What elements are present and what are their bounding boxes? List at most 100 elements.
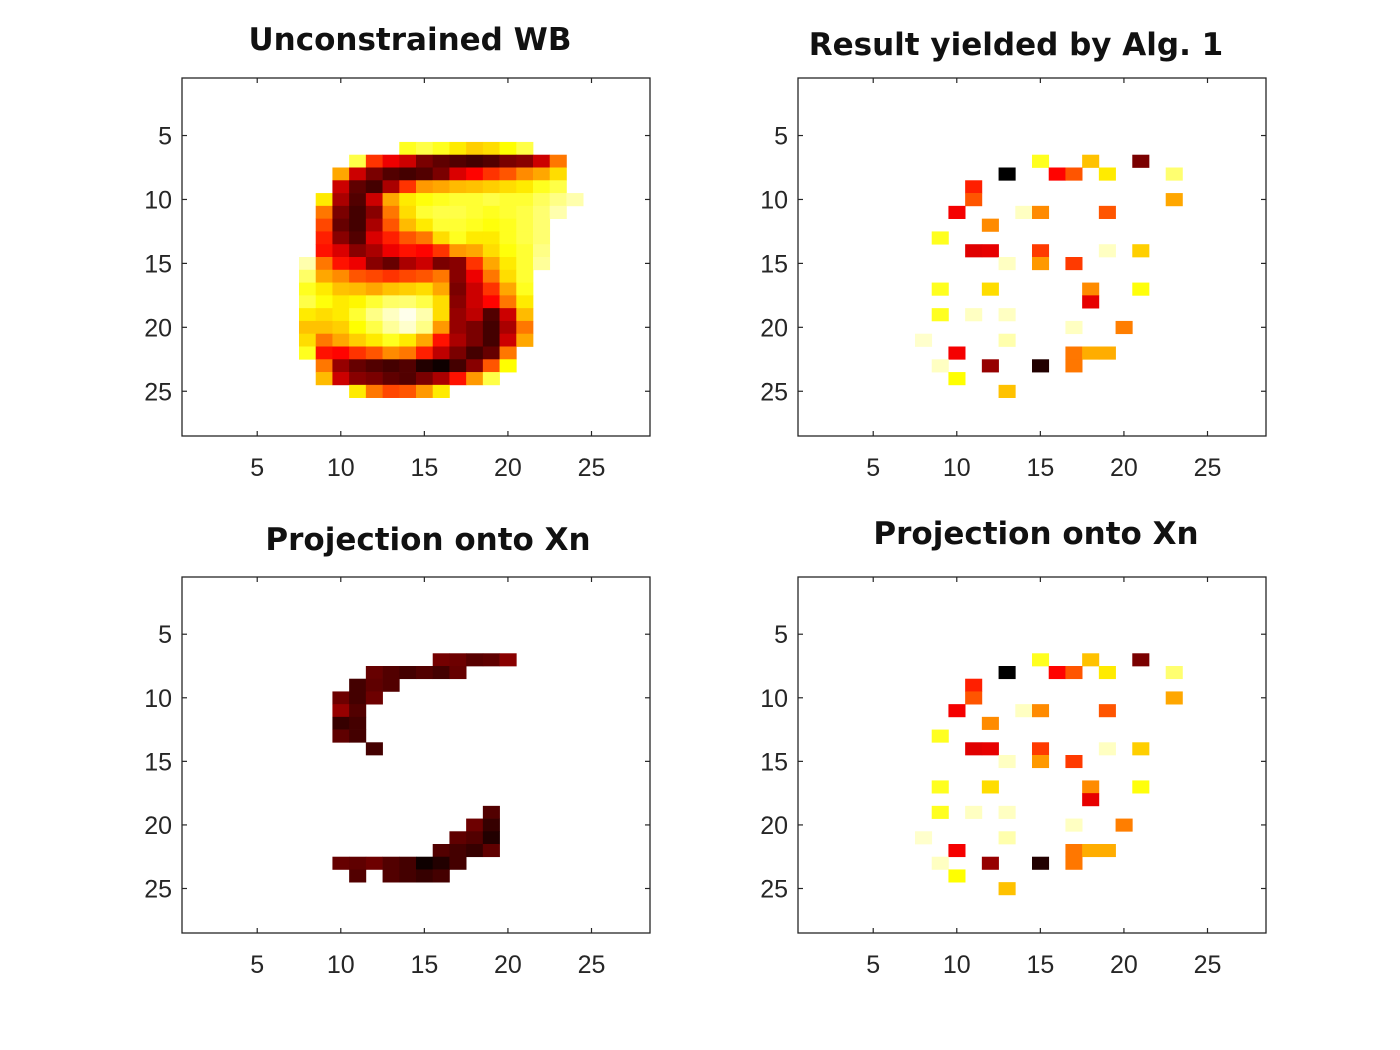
- heatmap-cell: [399, 282, 417, 296]
- heatmap-cell: [449, 320, 467, 335]
- heatmap-cell: [365, 282, 383, 296]
- heatmap-cell: [449, 180, 467, 194]
- y-tick-label: 5: [774, 123, 788, 151]
- heatmap-cell: [349, 691, 367, 705]
- heatmap-cell: [365, 308, 383, 322]
- heatmap-cell: [332, 205, 350, 219]
- heatmap-cell: [499, 282, 517, 296]
- x-tick-label: 20: [1110, 951, 1138, 979]
- heatmap-cell: [1048, 167, 1066, 181]
- heatmap-cell: [332, 320, 350, 335]
- heatmap-cell: [965, 805, 983, 819]
- heatmap-cell: [482, 154, 500, 168]
- heatmap-cell: [416, 282, 434, 296]
- heatmap-cell: [1098, 742, 1116, 756]
- axes-frame: [797, 77, 1267, 437]
- heatmap-cell: [1032, 244, 1050, 258]
- heatmap-cell: [981, 244, 999, 258]
- heatmap-cell: [332, 244, 350, 258]
- heatmap-cell: [416, 359, 434, 373]
- heatmap-cell: [466, 295, 484, 309]
- heatmap-cell: [399, 346, 417, 360]
- heatmap-cell: [432, 653, 450, 667]
- heatmap-cell: [432, 666, 450, 680]
- x-tick-label: 25: [578, 454, 606, 482]
- heatmap-cell: [349, 205, 367, 219]
- heatmap-cell: [315, 193, 333, 207]
- heatmap-cell: [948, 205, 966, 219]
- heatmap-cell: [482, 282, 500, 296]
- heatmap-cell: [432, 856, 450, 870]
- heatmap-cell: [449, 359, 467, 373]
- heatmap-cell: [315, 231, 333, 245]
- heatmap-cell: [349, 346, 367, 360]
- heatmap-cell: [499, 218, 517, 232]
- heatmap-cell: [466, 844, 484, 858]
- y-tick-label: 5: [158, 621, 172, 649]
- heatmap-cell: [998, 167, 1016, 181]
- heatmap-cell: [299, 295, 317, 309]
- heatmap-cell: [399, 308, 417, 322]
- y-tick-label: 10: [144, 186, 172, 214]
- heatmap-cell: [449, 205, 467, 219]
- heatmap-cell: [332, 691, 350, 705]
- heatmap-cell: [1065, 755, 1083, 769]
- heatmap-cell: [965, 678, 983, 692]
- heatmap-cell: [482, 141, 500, 156]
- heatmap-cell: [499, 320, 517, 335]
- heatmap-cell: [365, 678, 383, 692]
- heatmap-cell: [315, 372, 333, 386]
- y-tick-label: 15: [144, 748, 172, 776]
- heatmap-cell: [466, 167, 484, 181]
- heatmap-cell: [365, 856, 383, 870]
- y-tick-label: 20: [760, 812, 788, 840]
- heatmap-cell: [516, 244, 534, 258]
- heatmap-cell: [382, 346, 400, 360]
- heatmap-cell: [533, 180, 551, 194]
- heatmap-cell: [1082, 346, 1100, 360]
- heatmap-cell: [399, 384, 417, 398]
- subplot-unconstrained-wb: 5 10 15 20 25 5 10 15 20 25: [144, 77, 651, 482]
- heatmap-cell: [1032, 205, 1050, 219]
- heatmap-cell: [1065, 666, 1083, 680]
- heatmap-cell: [931, 308, 949, 322]
- heatmap-cell: [382, 244, 400, 258]
- heatmap-cell: [432, 154, 450, 168]
- heatmap-cell: [399, 244, 417, 258]
- heatmap-cell: [965, 742, 983, 756]
- heatmap-cell: [416, 244, 434, 258]
- heatmap-cell: [466, 180, 484, 194]
- axes-frame: [181, 576, 651, 934]
- heatmap-cell: [315, 295, 333, 309]
- y-tick-label: 25: [144, 876, 172, 904]
- heatmap-cell: [416, 384, 434, 398]
- heatmap-cell: [332, 295, 350, 309]
- heatmap-cell: [1015, 205, 1033, 219]
- heatmap-cell: [1032, 856, 1050, 870]
- heatmap-cell: [482, 831, 500, 845]
- heatmap-cell: [1065, 844, 1083, 858]
- heatmap-cell: [1098, 346, 1116, 360]
- heatmap-cell: [315, 333, 333, 347]
- heatmap-cell: [1132, 154, 1150, 168]
- heatmap-cell: [432, 346, 450, 360]
- heatmap-cell: [365, 320, 383, 335]
- heatmap-cell: [365, 257, 383, 271]
- heatmap-cell: [482, 205, 500, 219]
- x-tick-label: 25: [578, 951, 606, 979]
- heatmap-cell: [416, 666, 434, 680]
- heatmap-cell: [499, 167, 517, 181]
- heatmap-cell: [416, 193, 434, 207]
- y-tick-label: 20: [144, 314, 172, 342]
- heatmap-cell: [931, 729, 949, 743]
- x-tick-label: 20: [1110, 454, 1138, 482]
- x-tick-label: 20: [494, 951, 522, 979]
- heatmap-cell: [499, 269, 517, 283]
- heatmap-cell: [482, 257, 500, 271]
- y-tick-label: 15: [760, 250, 788, 278]
- heatmap-cell: [499, 295, 517, 309]
- heatmap-cell: [516, 193, 534, 207]
- heatmap-cell: [948, 346, 966, 360]
- heatmap-cell: [466, 141, 484, 156]
- heatmap-cell: [349, 282, 367, 296]
